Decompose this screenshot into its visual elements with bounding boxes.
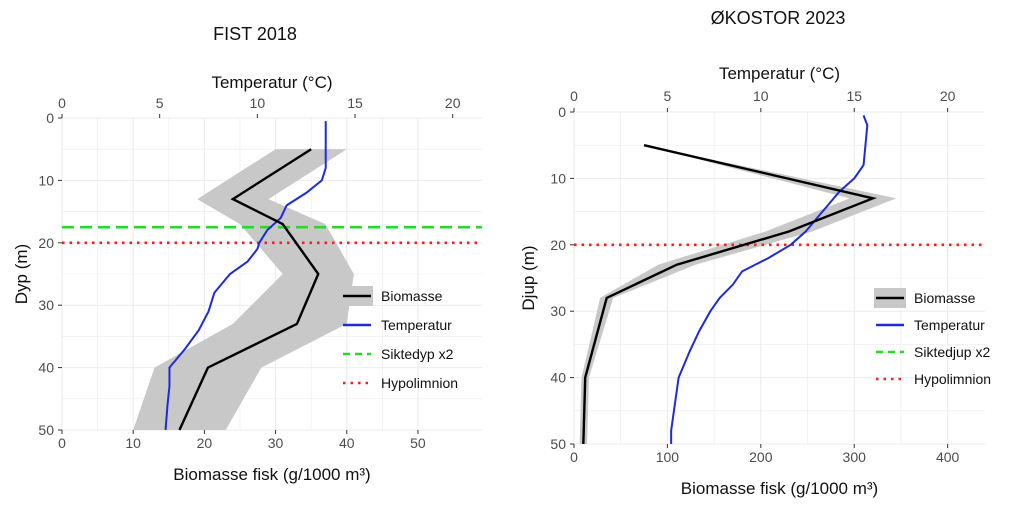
- y-tick-label: 10: [550, 170, 566, 186]
- legend-label: Biomasse: [381, 288, 443, 304]
- chart-title: FIST 2018: [213, 24, 297, 44]
- x-top-tick-label: 20: [940, 88, 956, 104]
- x-top-tick-label: 10: [753, 88, 769, 104]
- y-tick-label: 40: [550, 370, 566, 386]
- legend-label: Biomasse: [914, 290, 976, 306]
- legend-item: Biomasse: [874, 288, 976, 308]
- legend-item: Hypolimnion: [876, 371, 991, 387]
- legend-label: Hypolimnion: [381, 375, 458, 391]
- x-top-tick-label: 10: [250, 95, 266, 111]
- y-tick-label: 0: [558, 104, 566, 120]
- x-top-tick-label: 0: [570, 88, 578, 104]
- x-bottom-tick-label: 50: [410, 435, 426, 451]
- x-top-axis-label: Temperatur (°C): [211, 73, 332, 92]
- x-bottom-tick-label: 0: [58, 435, 66, 451]
- x-top-tick-label: 5: [156, 95, 164, 111]
- legend-label: Hypolimnion: [914, 371, 991, 387]
- biomass-line: [178, 148, 320, 431]
- legend-item: Siktedjup x2: [876, 344, 990, 360]
- x-bottom-tick-label: 20: [197, 435, 213, 451]
- temperature-line: [164, 121, 327, 431]
- y-tick-label: 30: [38, 297, 54, 313]
- legend-item: Temperatur: [876, 317, 985, 333]
- legend-item: Siktedyp x2: [343, 346, 454, 362]
- gridlines: [573, 111, 985, 445]
- legend-item: Biomasse: [341, 286, 443, 306]
- x-bottom-tick-label: 100: [656, 449, 680, 465]
- legend-item: Hypolimnion: [343, 375, 458, 391]
- legend-label: Siktedyp x2: [381, 346, 454, 362]
- biomass-confidence-band: [133, 149, 354, 430]
- y-axis-label: Dyp (m): [12, 244, 31, 304]
- x-bottom-tick-label: 40: [339, 435, 355, 451]
- x-bottom-axis-label: Biomasse fisk (g/1000 m³): [173, 465, 370, 484]
- axis-ticks: [570, 108, 949, 448]
- x-bottom-tick-label: 400: [936, 449, 960, 465]
- x-top-tick-label: 5: [664, 88, 672, 104]
- y-tick-label: 20: [38, 235, 54, 251]
- y-tick-label: 50: [38, 422, 54, 438]
- y-tick-label: 50: [550, 436, 566, 452]
- y-tick-label: 0: [46, 110, 54, 126]
- legend-label: Siktedjup x2: [914, 344, 990, 360]
- legend-item: Temperatur: [343, 317, 452, 333]
- x-top-tick-label: 15: [846, 88, 862, 104]
- x-bottom-tick-label: 0: [570, 449, 578, 465]
- y-tick-label: 20: [550, 237, 566, 253]
- x-top-tick-label: 20: [445, 95, 461, 111]
- legend-label: Temperatur: [381, 317, 452, 333]
- legend: Biomasse Temperatur Siktedjup x2 Hypolimnio…: [874, 288, 991, 387]
- x-top-tick-label: 15: [347, 95, 363, 111]
- x-top-tick-label: 0: [58, 95, 66, 111]
- y-tick-label: 40: [38, 360, 54, 376]
- y-tick-label: 30: [550, 303, 566, 319]
- x-top-axis-label: Temperatur (°C): [719, 64, 840, 83]
- x-bottom-tick-label: 200: [749, 449, 773, 465]
- y-tick-label: 10: [38, 172, 54, 188]
- legend-label: Temperatur: [914, 317, 985, 333]
- x-bottom-tick-label: 300: [843, 449, 867, 465]
- x-bottom-axis-label: Biomasse fisk (g/1000 m³): [681, 479, 878, 498]
- axis-ticks: [58, 114, 454, 434]
- temperature-line: [670, 114, 869, 444]
- biomass-line: [582, 144, 877, 445]
- legend: Biomasse Temperatur Siktedyp x2 Hypolimnion: [341, 286, 458, 391]
- y-axis-label: Djup (m): [519, 245, 538, 310]
- chart-title: ØKOSTOR 2023: [711, 8, 846, 28]
- x-bottom-tick-label: 10: [125, 435, 141, 451]
- x-bottom-tick-label: 30: [268, 435, 284, 451]
